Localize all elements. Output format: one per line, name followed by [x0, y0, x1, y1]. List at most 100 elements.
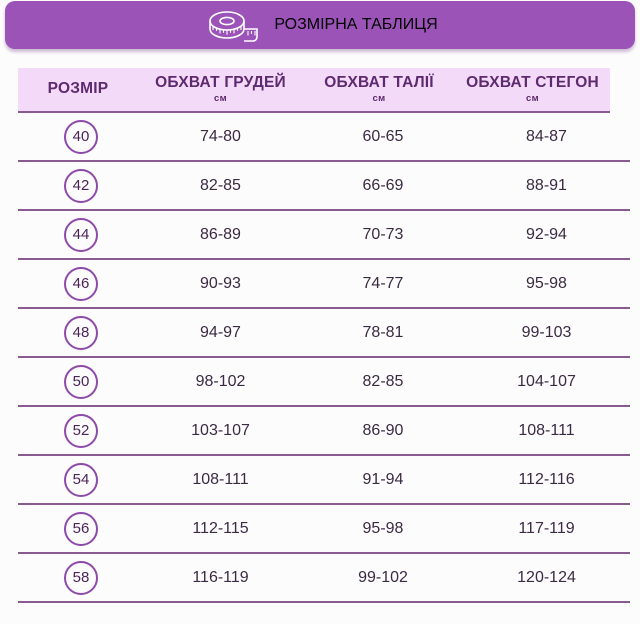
hips-cell: 84-87 [463, 128, 630, 146]
waist-value: 74-77 [362, 274, 404, 292]
hips-value: 120-124 [517, 568, 576, 586]
table-header-row: РОЗМІР ОБХВАТ ГРУДЕЙ см ОБХВАТ ТАЛІЇ см … [18, 68, 610, 113]
hips-cell: 108-111 [463, 422, 630, 440]
waist-cell: 82-85 [303, 373, 463, 391]
waist-value: 60-65 [362, 127, 404, 145]
size-badge: 44 [64, 217, 98, 252]
column-header-bust-unit: см [214, 92, 227, 104]
waist-cell: 70-73 [303, 226, 463, 244]
bust-value: 98-102 [195, 372, 246, 390]
bust-value: 90-93 [200, 274, 241, 292]
hips-value: 84-87 [526, 127, 567, 145]
hips-value: 92-94 [526, 225, 567, 243]
hips-value: 112-116 [518, 470, 575, 488]
size-badge: 46 [64, 266, 98, 301]
table-row: 58 116-119 99-102 120-124 [18, 554, 630, 603]
bust-cell: 82-85 [138, 177, 303, 195]
size-badge: 54 [64, 462, 98, 497]
table-row: 44 86-89 70-73 92-94 [18, 211, 630, 260]
table-body: 40 74-80 60-65 84-87 42 82-85 66-69 88-91 44 86-8… [18, 113, 630, 603]
size-cell: 40 [18, 119, 138, 154]
bust-cell: 90-93 [138, 275, 303, 293]
hips-cell: 95-98 [463, 275, 630, 293]
column-header-hips-label: ОБХВАТ СТЕГОН [466, 74, 599, 92]
size-cell: 50 [18, 364, 138, 399]
size-cell: 56 [18, 511, 138, 546]
bust-value: 116-119 [192, 568, 249, 586]
size-badge: 40 [64, 119, 98, 154]
bust-value: 86-89 [200, 225, 241, 243]
waist-value: 91-94 [362, 470, 404, 488]
bust-cell: 108-111 [138, 471, 303, 489]
column-header-waist-label: ОБХВАТ ТАЛІЇ [324, 74, 434, 92]
size-cell: 42 [18, 168, 138, 203]
column-header-waist-unit: см [372, 92, 386, 104]
bust-cell: 74-80 [138, 128, 303, 146]
waist-value: 66-69 [362, 176, 404, 194]
size-badge: 48 [64, 315, 98, 350]
hips-cell: 92-94 [463, 226, 630, 244]
column-header-hips: ОБХВАТ СТЕГОН см [455, 74, 610, 104]
hips-cell: 120-124 [463, 569, 630, 587]
bust-cell: 112-115 [138, 520, 303, 538]
hips-value: 108-111 [518, 421, 575, 439]
bust-cell: 86-89 [138, 226, 303, 244]
table-row: 40 74-80 60-65 84-87 [18, 113, 630, 162]
hips-value: 117-119 [518, 519, 575, 537]
waist-cell: 78-81 [303, 324, 463, 342]
size-cell: 44 [18, 217, 138, 252]
waist-cell: 91-94 [303, 471, 463, 489]
bust-cell: 98-102 [138, 373, 303, 391]
table-row: 50 98-102 82-85 104-107 [18, 358, 630, 407]
measuring-tape-icon [209, 11, 259, 42]
size-badge: 56 [64, 511, 98, 546]
column-header-bust: ОБХВАТ ГРУДЕЙ см [138, 75, 303, 104]
table-row: 48 94-97 78-81 99-103 [18, 309, 630, 358]
waist-value: 86-90 [362, 421, 404, 439]
size-cell: 48 [18, 315, 138, 350]
bust-cell: 103-107 [138, 422, 303, 440]
hips-cell: 99-103 [463, 324, 630, 342]
bust-value: 103-107 [191, 421, 250, 439]
bust-cell: 94-97 [138, 324, 303, 342]
table-row: 56 112-115 95-98 117-119 [18, 505, 630, 554]
hips-cell: 88-91 [463, 177, 630, 195]
hips-value: 99-103 [521, 323, 572, 341]
waist-cell: 86-90 [303, 422, 463, 440]
hips-cell: 104-107 [463, 373, 630, 391]
hips-value: 88-91 [526, 176, 567, 194]
bust-value: 74-80 [200, 127, 241, 145]
waist-cell: 74-77 [303, 275, 463, 293]
waist-cell: 66-69 [303, 177, 463, 195]
size-cell: 58 [18, 560, 138, 595]
size-badge: 42 [64, 168, 98, 203]
hips-value: 104-107 [517, 372, 576, 390]
waist-value: 78-81 [362, 323, 404, 341]
size-cell: 46 [18, 266, 138, 301]
bust-value: 108-111 [192, 470, 249, 488]
hips-value: 95-98 [526, 274, 567, 292]
waist-cell: 60-65 [303, 128, 463, 146]
page-title: РОЗМІРНА ТАБЛИЦЯ [274, 16, 438, 33]
page-header-banner: РОЗМІРНА ТАБЛИЦЯ [5, 1, 635, 49]
table-row: 46 90-93 74-77 95-98 [18, 260, 630, 309]
table-row: 52 103-107 86-90 108-111 [18, 407, 630, 456]
bust-cell: 116-119 [138, 569, 303, 587]
column-header-hips-unit: см [526, 92, 539, 104]
bust-value: 94-97 [200, 323, 241, 341]
waist-value: 95-98 [362, 519, 404, 537]
size-cell: 54 [18, 462, 138, 497]
column-header-size: РОЗМІР [18, 81, 138, 98]
bust-value: 112-115 [192, 519, 249, 537]
table-row: 42 82-85 66-69 88-91 [18, 162, 630, 211]
waist-value: 99-102 [358, 568, 408, 586]
bust-value: 82-85 [200, 176, 241, 194]
waist-cell: 99-102 [303, 569, 463, 587]
size-badge: 58 [64, 560, 98, 595]
hips-cell: 112-116 [463, 471, 630, 489]
size-badge: 52 [64, 413, 98, 448]
hips-cell: 117-119 [463, 520, 630, 538]
column-header-waist: ОБХВАТ ТАЛІЇ см [303, 74, 455, 104]
size-badge: 50 [64, 364, 98, 399]
waist-value: 70-73 [362, 225, 404, 243]
